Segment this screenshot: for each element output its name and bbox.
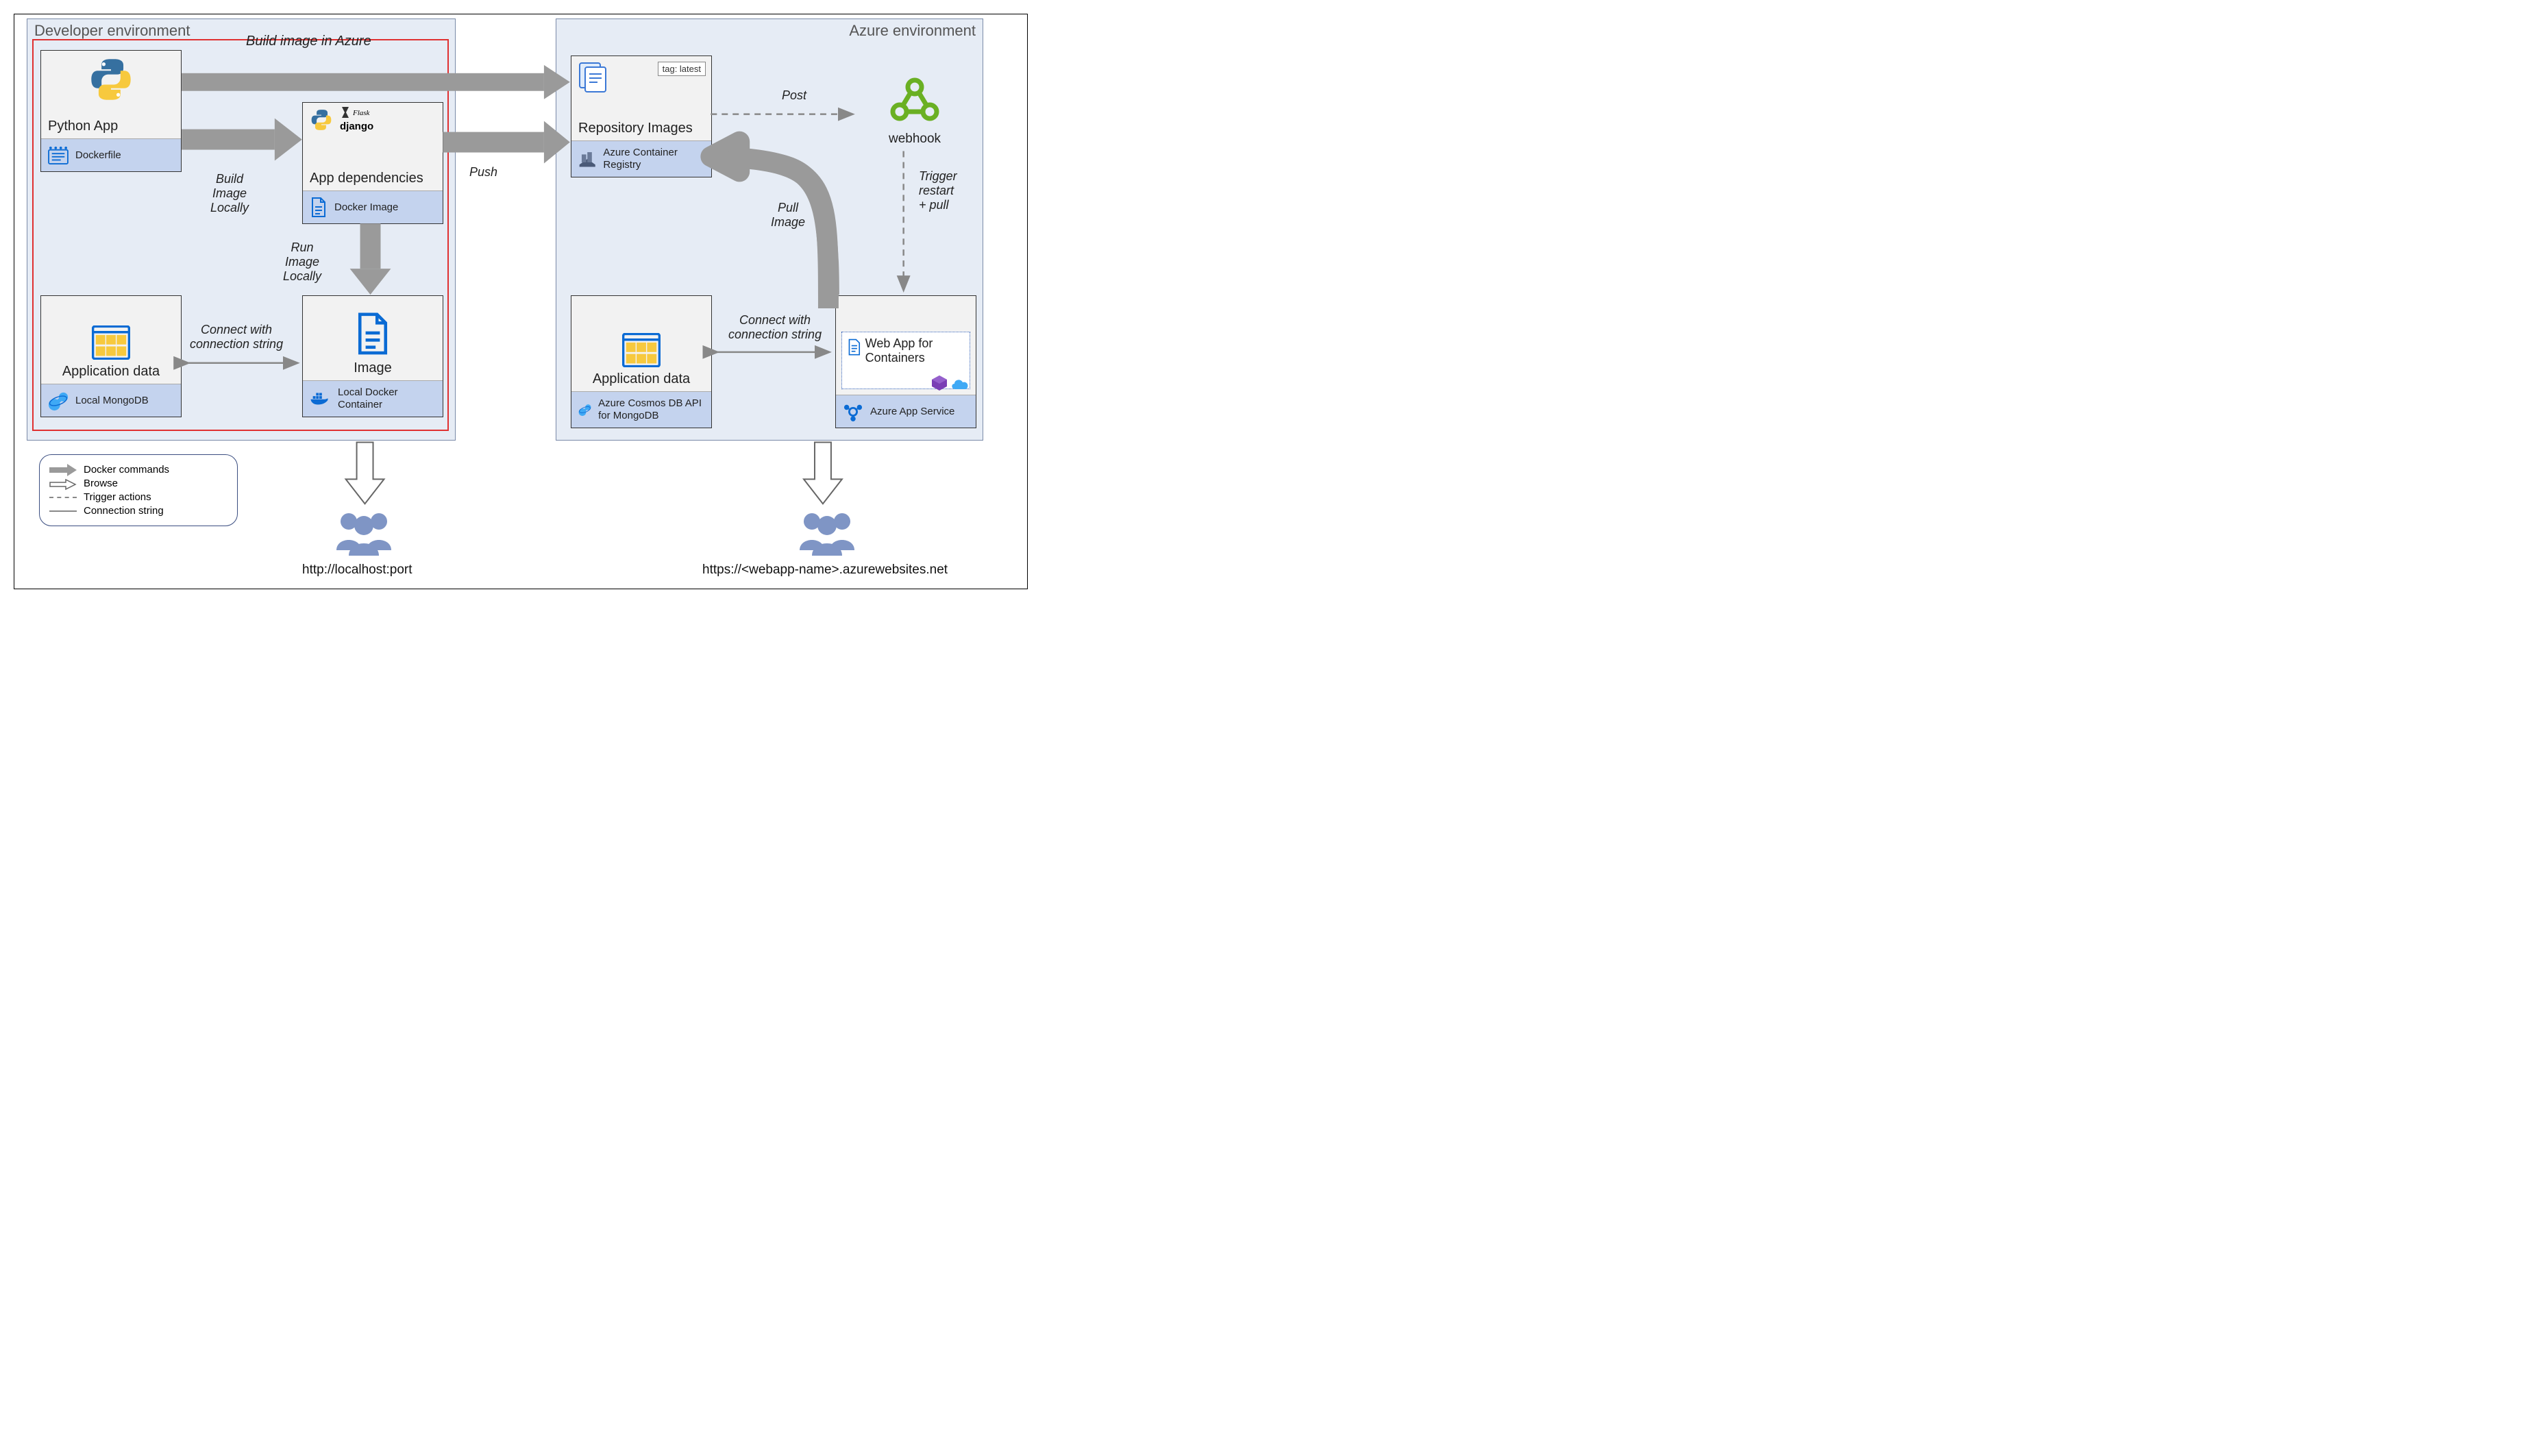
connect-azure-label: Connect with connection string [728, 313, 822, 342]
flask-label: Flask [353, 109, 369, 117]
legend-box: Docker commands Browse Trigger actions C… [39, 454, 238, 526]
legend-row: Connection string [49, 505, 227, 517]
flask-icon [340, 107, 351, 119]
trigger-label: Trigger restart + pull [919, 169, 957, 212]
doc-lines-small-icon [848, 336, 861, 358]
run-local-label: Run Image Locally [283, 240, 321, 284]
file-lines-icon [356, 312, 390, 356]
image-node-title: Image [354, 360, 392, 376]
connect-local-label: Connect with connection string [190, 323, 283, 351]
app-service-icon [843, 402, 863, 421]
solid-line-icon [49, 510, 77, 512]
application-data-azure-title: Application data [593, 371, 690, 387]
legend-text: Browse [84, 478, 118, 489]
post-label: Post [782, 88, 806, 103]
legend-text: Connection string [84, 505, 164, 517]
cosmos-db-icon [578, 399, 591, 420]
application-data-azure-node: Application data Azure Cosmos DB API for… [571, 295, 712, 428]
azure-environment-title: Azure environment [849, 22, 976, 40]
image-node-sub: Local Docker Container [338, 386, 436, 411]
application-data-azure-sub: Azure Cosmos DB API for MongoDB [598, 397, 704, 422]
build-local-label: Build Image Locally [210, 172, 249, 215]
doc-stack-icon [577, 60, 614, 97]
webhook-icon [887, 76, 942, 125]
arrow-browse-azure [804, 443, 842, 504]
application-data-local-node: Application data Local MongoDB [40, 295, 182, 417]
legend-row: Docker commands [49, 464, 227, 476]
cube-icon [930, 374, 948, 391]
webapp-containers-node: Web App for Containers [835, 295, 976, 428]
grid-icon [92, 325, 130, 360]
python-app-title: Python App [48, 119, 174, 134]
legend-text: Docker commands [84, 464, 169, 476]
image-node: Image Local Docker Container [302, 295, 443, 417]
cloud-icon [950, 377, 970, 391]
application-data-local-sub: Local MongoDB [75, 395, 149, 407]
developer-environment-title: Developer environment [34, 22, 190, 40]
python-app-node: Python App Dockerfile [40, 50, 182, 172]
python-mini-icon [310, 108, 333, 132]
arrow-push [443, 121, 570, 164]
docker-container-icon [310, 390, 331, 408]
legend-row: Browse [49, 478, 227, 489]
architecture-diagram: Developer environment Azure environment … [14, 14, 1028, 589]
application-data-local-title: Application data [62, 364, 160, 380]
filled-arrow-icon [49, 465, 77, 475]
url-azure: https://<webapp-name>.azurewebsites.net [702, 563, 948, 578]
outline-arrow-icon [49, 478, 77, 489]
dockerfile-icon [48, 147, 69, 164]
webhook-label: webhook [860, 132, 970, 147]
dashed-line-icon [49, 497, 77, 498]
users-local-icon [330, 505, 398, 559]
webhook-node: webhook [860, 76, 970, 147]
users-azure-icon [793, 505, 861, 559]
push-label: Push [469, 165, 497, 180]
python-app-sub: Dockerfile [75, 149, 121, 162]
python-icon [88, 56, 134, 103]
webapp-containers-title: Web App for Containers [865, 336, 964, 365]
mongodb-local-icon [48, 391, 69, 411]
docker-image-icon [310, 197, 328, 218]
pull-label: Pull Image [771, 201, 805, 230]
repository-images-title: Repository Images [578, 121, 704, 136]
django-label: django [340, 121, 373, 132]
repository-images-sub: Azure Container Registry [603, 147, 704, 171]
grid-icon [622, 333, 661, 367]
legend-row: Trigger actions [49, 491, 227, 503]
app-dependencies-sub: Docker Image [334, 201, 398, 214]
tag-latest-label: tag: latest [658, 62, 706, 76]
build-azure-label: Build image in Azure [246, 34, 371, 49]
app-dependencies-title: App dependencies [310, 171, 436, 186]
webapp-containers-sub: Azure App Service [870, 406, 954, 418]
app-dependencies-node: Flask django App dependencies Docker Ima… [302, 102, 443, 224]
url-local: http://localhost:port [302, 563, 412, 578]
repository-images-node: tag: latest Repository Images Azure Cont… [571, 55, 712, 177]
arrow-browse-local [346, 443, 384, 504]
legend-text: Trigger actions [84, 491, 151, 503]
acr-icon [578, 149, 596, 169]
